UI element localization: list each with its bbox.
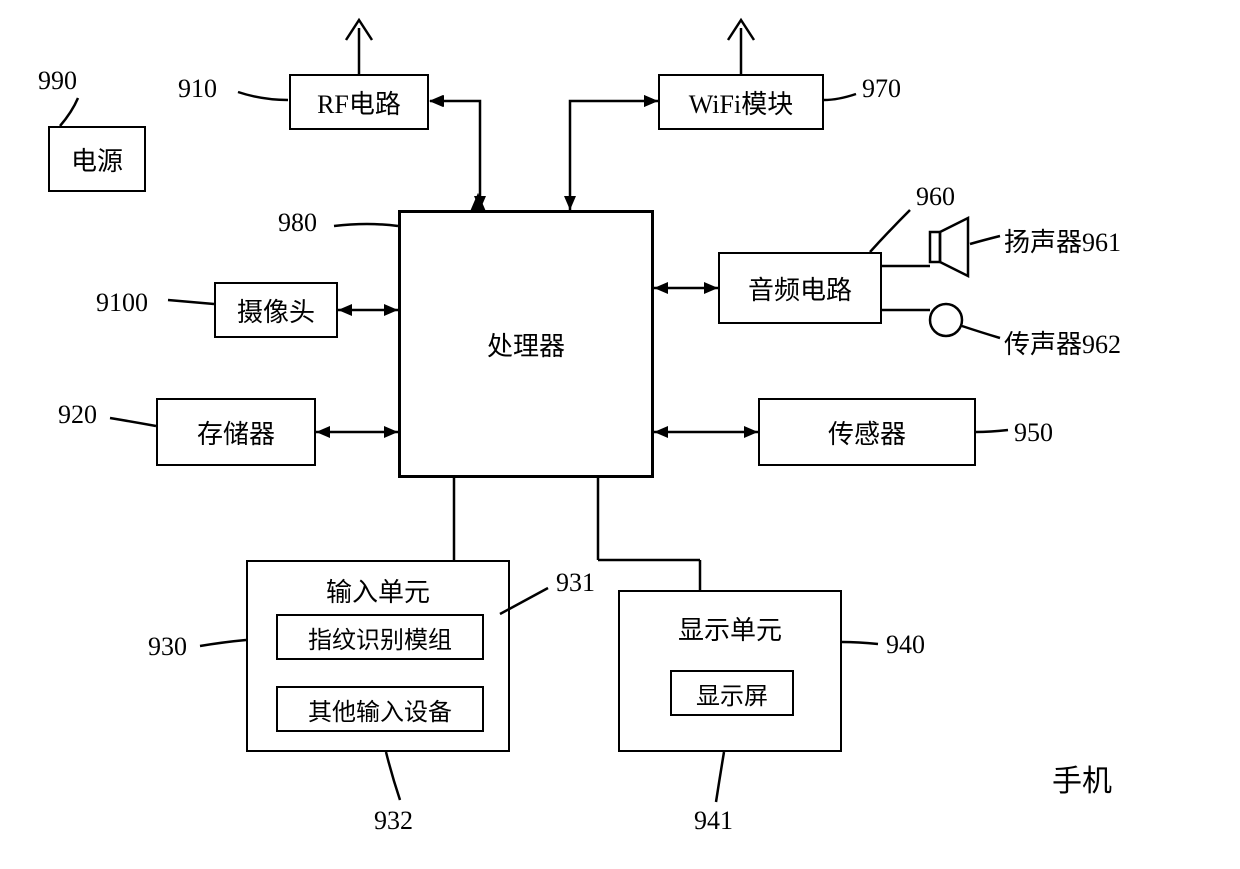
ref-932: 932 (374, 806, 413, 836)
fingerprint-label: 指纹识别模组 (308, 620, 452, 655)
display-unit-block: 显示单元 显示屏 (618, 590, 842, 752)
sensor-label: 传感器 (828, 414, 906, 451)
ref-speaker: 扬声器961 (1004, 222, 1121, 259)
ref-980: 980 (278, 208, 317, 238)
rf-label: RF电路 (317, 84, 401, 121)
ref-941: 941 (694, 806, 733, 836)
memory-label: 存储器 (197, 414, 275, 451)
wifi-label: WiFi模块 (689, 84, 793, 121)
ref-930: 930 (148, 632, 187, 662)
ref-960: 960 (916, 182, 955, 212)
wifi-block: WiFi模块 (658, 74, 824, 130)
other-input-block: 其他输入设备 (276, 686, 484, 732)
display-screen-block: 显示屏 (670, 670, 794, 716)
diagram-title: 手机 (1052, 756, 1112, 800)
rf-block: RF电路 (289, 74, 429, 130)
camera-block: 摄像头 (214, 282, 338, 338)
input-unit-block: 输入单元 指纹识别模组 其他输入设备 (246, 560, 510, 752)
audio-label: 音频电路 (748, 270, 852, 307)
processor-block: 处理器 (398, 210, 654, 478)
ref-950: 950 (1014, 418, 1053, 448)
power-block: 电源 (48, 126, 146, 192)
other-input-label: 其他输入设备 (308, 692, 452, 727)
ref-990: 990 (38, 66, 77, 96)
audio-block: 音频电路 (718, 252, 882, 324)
memory-block: 存储器 (156, 398, 316, 466)
ref-920: 920 (58, 400, 97, 430)
input-unit-title: 输入单元 (248, 572, 508, 609)
ref-931: 931 (556, 568, 595, 598)
fingerprint-module-block: 指纹识别模组 (276, 614, 484, 660)
ref-910: 910 (178, 74, 217, 104)
sensor-block: 传感器 (758, 398, 976, 466)
ref-9100: 9100 (96, 288, 148, 318)
processor-label: 处理器 (487, 326, 565, 363)
ref-940: 940 (886, 630, 925, 660)
display-screen-label: 显示屏 (696, 676, 768, 711)
ref-970: 970 (862, 74, 901, 104)
ref-mic: 传声器962 (1004, 324, 1121, 361)
power-label: 电源 (71, 141, 123, 178)
diagram-stage: 电源 RF电路 WiFi模块 摄像头 存储器 处理器 音频电路 传感器 输入单元… (0, 0, 1240, 869)
camera-label: 摄像头 (237, 292, 315, 329)
display-unit-title: 显示单元 (620, 610, 840, 647)
